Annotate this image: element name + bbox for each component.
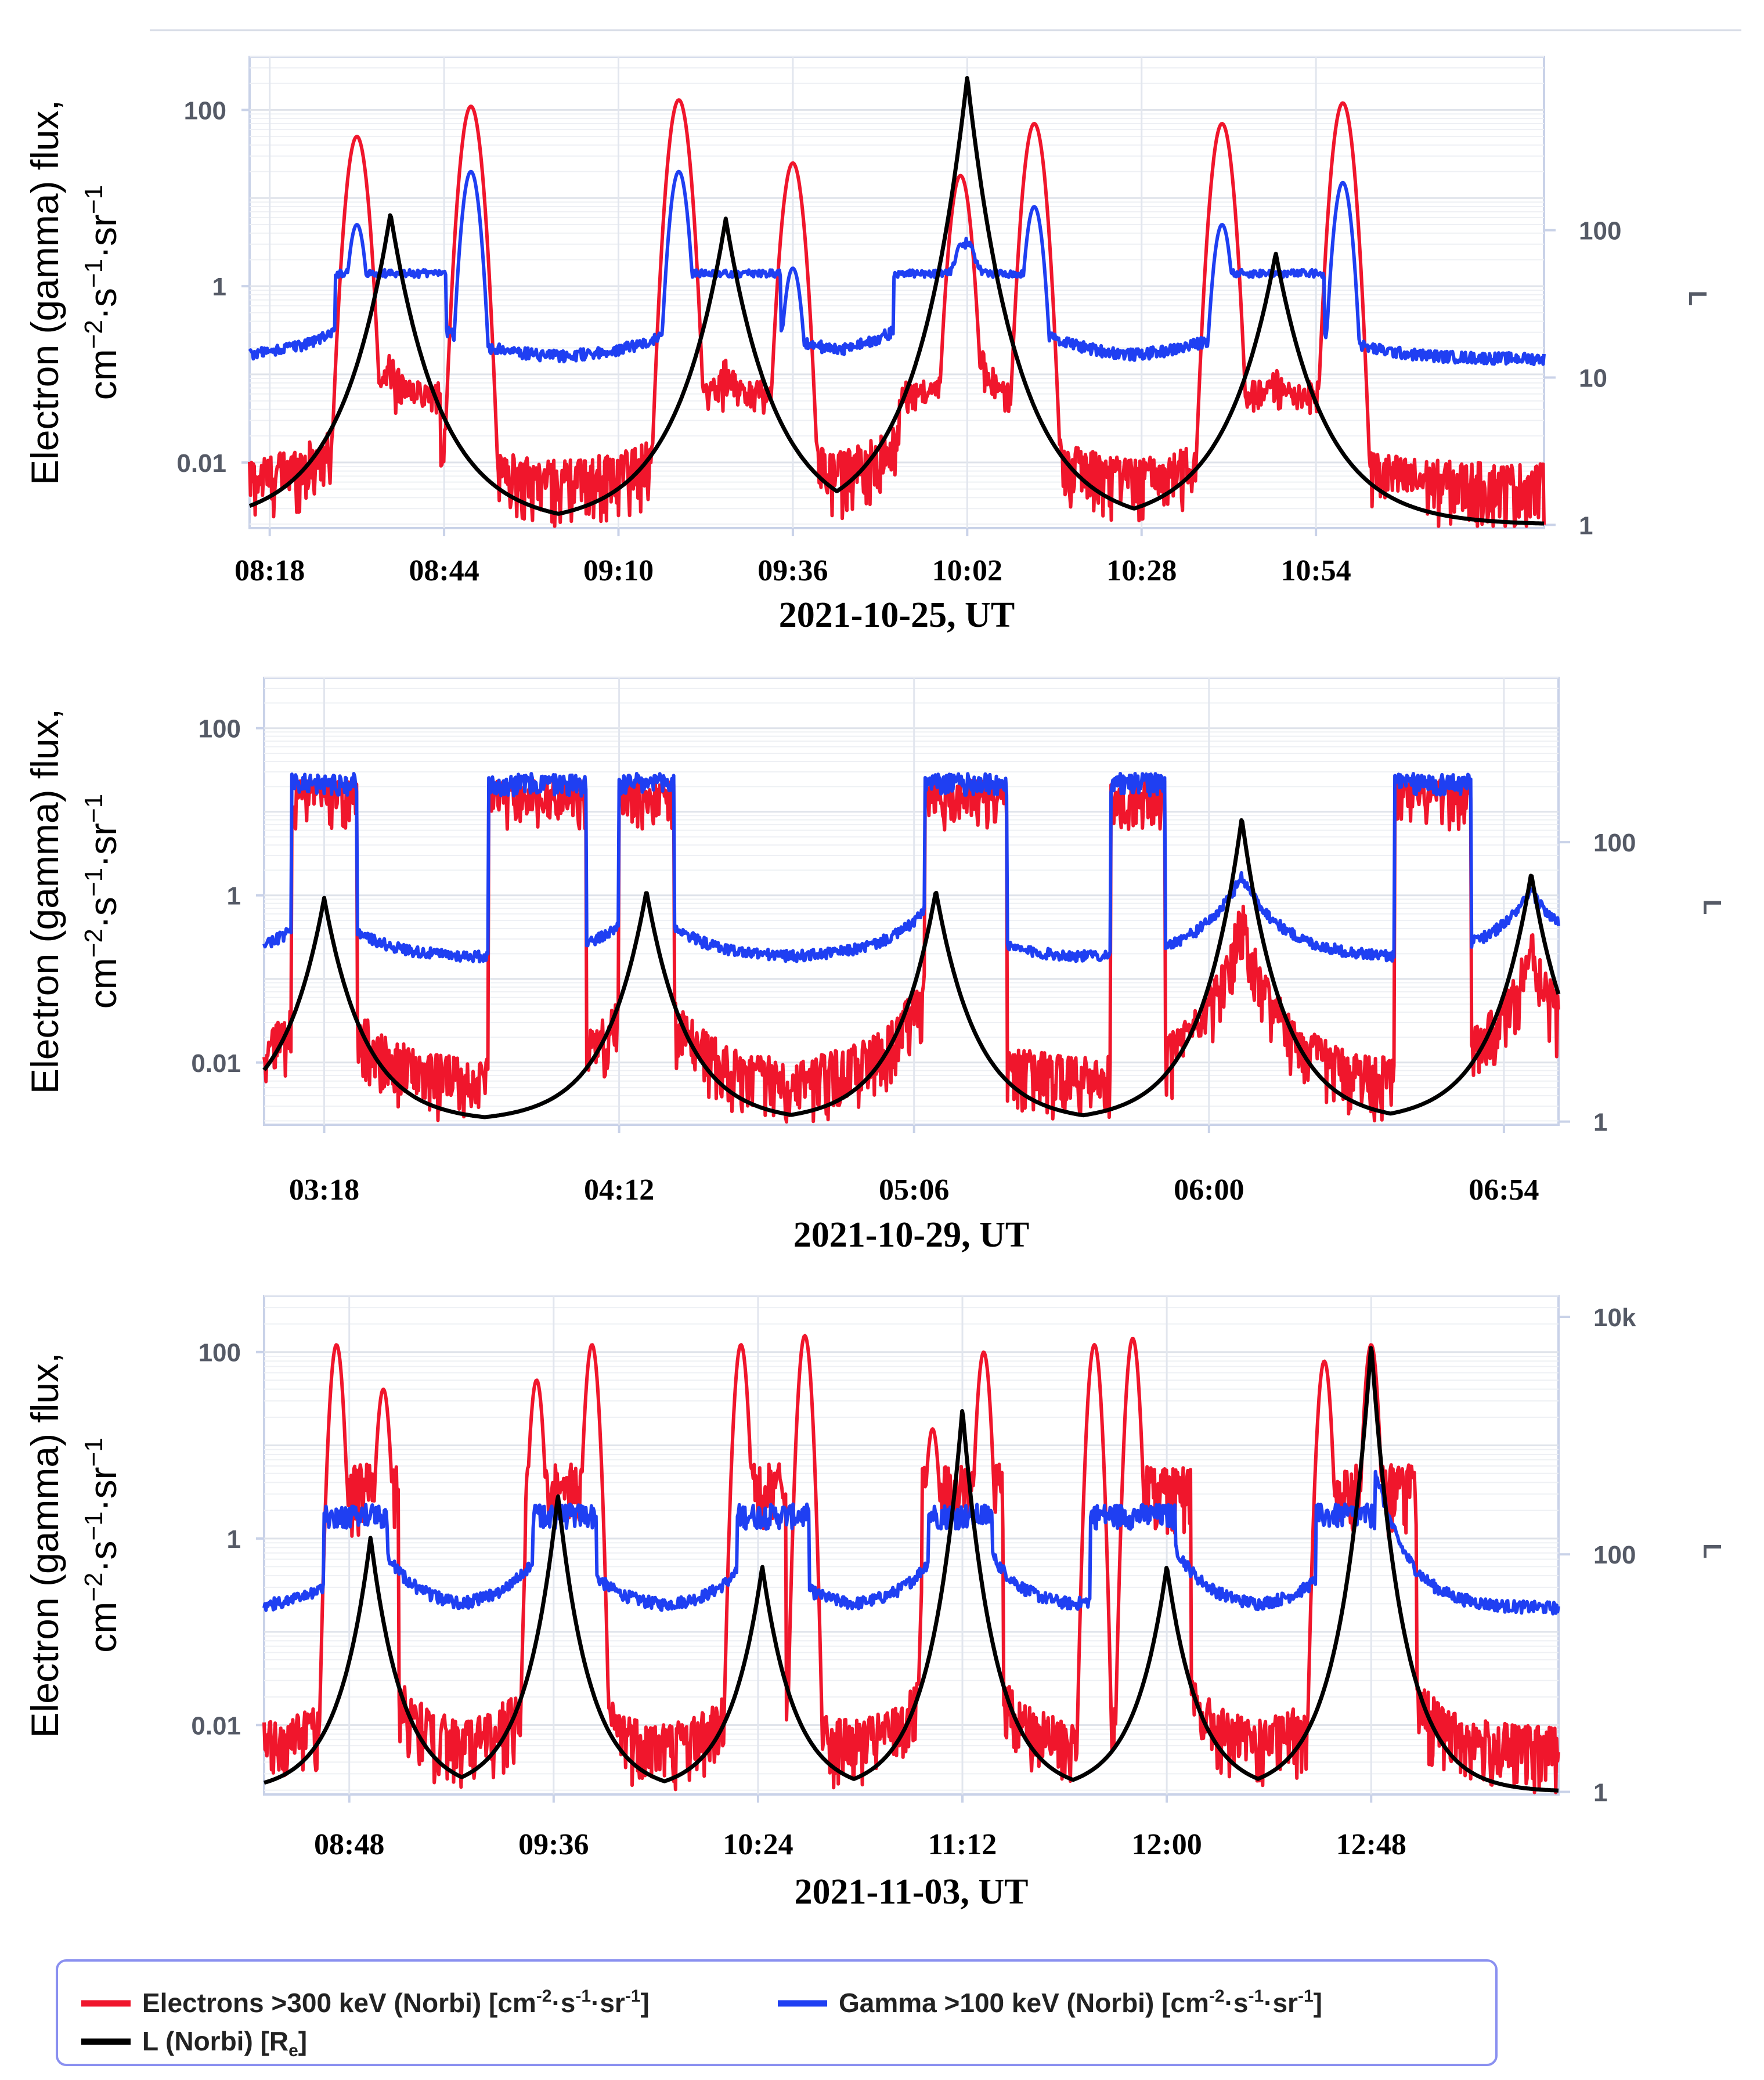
x-tick-label: 08:18 (235, 554, 305, 587)
y-axis-title-part: ·s (81, 288, 124, 320)
series-line-gamma (248, 169, 1546, 366)
y-right-tick-label: 100 (1593, 829, 1636, 857)
panel-2021-10-25: 08:18 08:44 09:10 09:36 10:02 10:28 10:5410010… (23, 56, 1712, 635)
x-tick-label: 12:00 (1131, 1828, 1202, 1861)
y-right-axis-label: L (1698, 900, 1726, 915)
y-left-tick-label: 1 (227, 882, 241, 911)
y-right-axis-label: L (1698, 1543, 1726, 1559)
y-left-tick-label: 100 (184, 96, 226, 125)
panel-2021-10-29: 03:1804:1205:0606:0006:5407:4810010.0110… (23, 677, 1764, 1255)
y-axis-title-part: ·s (81, 897, 124, 929)
series-line-gamma (262, 1469, 1560, 1616)
panel-2021-11-03: 08:48 09:36 10:24 11:12 12:00 12:48 100 1 0.01 10… (23, 1295, 1726, 1912)
y-axis-title-line2: cm−2·s−1·sr−1 (80, 185, 124, 400)
y-axis-title-part: cm (81, 1602, 124, 1653)
y-right-tick-label: 10k (1593, 1303, 1636, 1332)
series-line-l (248, 76, 1545, 526)
legend-label-gamma: Gamma >100 keV (Norbi) [cm-2·s-1·sr-1] (839, 1987, 1322, 2018)
y-axis-title-line2: cm−2·s−1·sr−1 (80, 794, 124, 1009)
y-axis-title-part: −2 (80, 1573, 108, 1602)
y-axis-title-part: ·sr (81, 1467, 124, 1511)
legend-label-l: L (Norbi) [Re] (142, 2026, 307, 2060)
y-axis-title-line2: cm−2·s−1·sr−1 (80, 1438, 124, 1652)
y-axis-title-line1: Electron (gamma) flux, (23, 1353, 66, 1738)
x-tick-label: 11:12 (928, 1828, 997, 1861)
legend: Electrons >300 keV (Norbi) [cm-2·s-1·sr-… (56, 1959, 1498, 2066)
y-axis-title-line1: Electron (gamma) flux, (23, 709, 66, 1094)
y-axis-title-line1: Electron (gamma) flux, (23, 100, 66, 485)
x-axis-date-label: 2021-11-03, UT (795, 1872, 1029, 1912)
y-left-tick-label: 1 (227, 1525, 241, 1554)
y-left-tick-label: 100 (199, 1339, 241, 1367)
y-left-tick-label: 0.01 (176, 449, 226, 478)
series-line-electrons (262, 778, 1560, 1124)
y-axis-title-part: −1 (80, 794, 108, 823)
y-axis-title-part: ·s (81, 1541, 124, 1573)
y-axis-title-part: −1 (80, 185, 108, 214)
x-tick-label: 03:18 (289, 1173, 359, 1207)
x-tick-label: 09:10 (583, 554, 654, 587)
x-tick-label: 08:44 (409, 554, 479, 587)
y-right-tick-label: 1 (1579, 511, 1593, 540)
x-tick-label: 05:06 (879, 1173, 949, 1207)
series-line-electrons (248, 98, 1546, 528)
series-line-l (263, 1346, 1560, 1793)
y-axis-title-part: −2 (80, 929, 108, 958)
y-left-tick-label: 0.01 (191, 1711, 241, 1740)
series-line-l (262, 818, 1561, 1120)
y-left-tick-label: 0.01 (191, 1049, 241, 1078)
x-tick-label: 04:12 (584, 1173, 654, 1207)
y-right-tick-label: 1 (1593, 1778, 1607, 1807)
y-axis-title-part: −1 (80, 1511, 108, 1540)
y-right-tick-label: 10 (1579, 364, 1607, 392)
y-axis-title-part: −2 (80, 320, 108, 349)
y-right-tick-label: 1 (1593, 1108, 1607, 1137)
x-tick-label: 10:28 (1106, 554, 1177, 587)
x-tick-label: 09:36 (757, 554, 828, 587)
y-axis-title-part: −1 (80, 868, 108, 897)
x-tick-label: 09:36 (518, 1828, 589, 1861)
x-axis-date-label: 2021-10-29, UT (793, 1215, 1029, 1255)
legend-label-electrons: Electrons >300 keV (Norbi) [cm-2·s-1·sr-… (142, 1987, 650, 2018)
y-right-axis-label: L (1683, 291, 1712, 306)
y-left-tick-label: 100 (199, 715, 241, 743)
x-tick-label: 06:54 (1469, 1173, 1539, 1207)
y-axis-title-part: ·sr (81, 214, 124, 259)
y-axis-title-part: cm (81, 349, 124, 400)
x-tick-label: 12:48 (1336, 1828, 1406, 1861)
y-right-tick-label: 100 (1579, 217, 1621, 245)
y-axis-title-part: −1 (80, 1438, 108, 1467)
legend-box (56, 1959, 1498, 2066)
y-axis-title-part: cm (81, 958, 124, 1009)
y-axis-title-part: ·sr (81, 823, 124, 868)
series-line-gamma (262, 772, 1560, 963)
series-line-electrons (262, 1334, 1560, 1794)
x-tick-label: 08:48 (314, 1828, 384, 1861)
x-tick-label: 10:54 (1280, 554, 1351, 587)
x-tick-label: 06:00 (1174, 1173, 1244, 1207)
x-tick-label: 10:02 (932, 554, 1002, 587)
y-left-tick-label: 1 (212, 273, 226, 301)
y-right-tick-label: 100 (1593, 1541, 1636, 1569)
x-axis-date-label: 2021-10-25, UT (779, 595, 1015, 635)
x-tick-label: 10:24 (723, 1828, 793, 1861)
y-axis-title-part: −1 (80, 259, 108, 288)
